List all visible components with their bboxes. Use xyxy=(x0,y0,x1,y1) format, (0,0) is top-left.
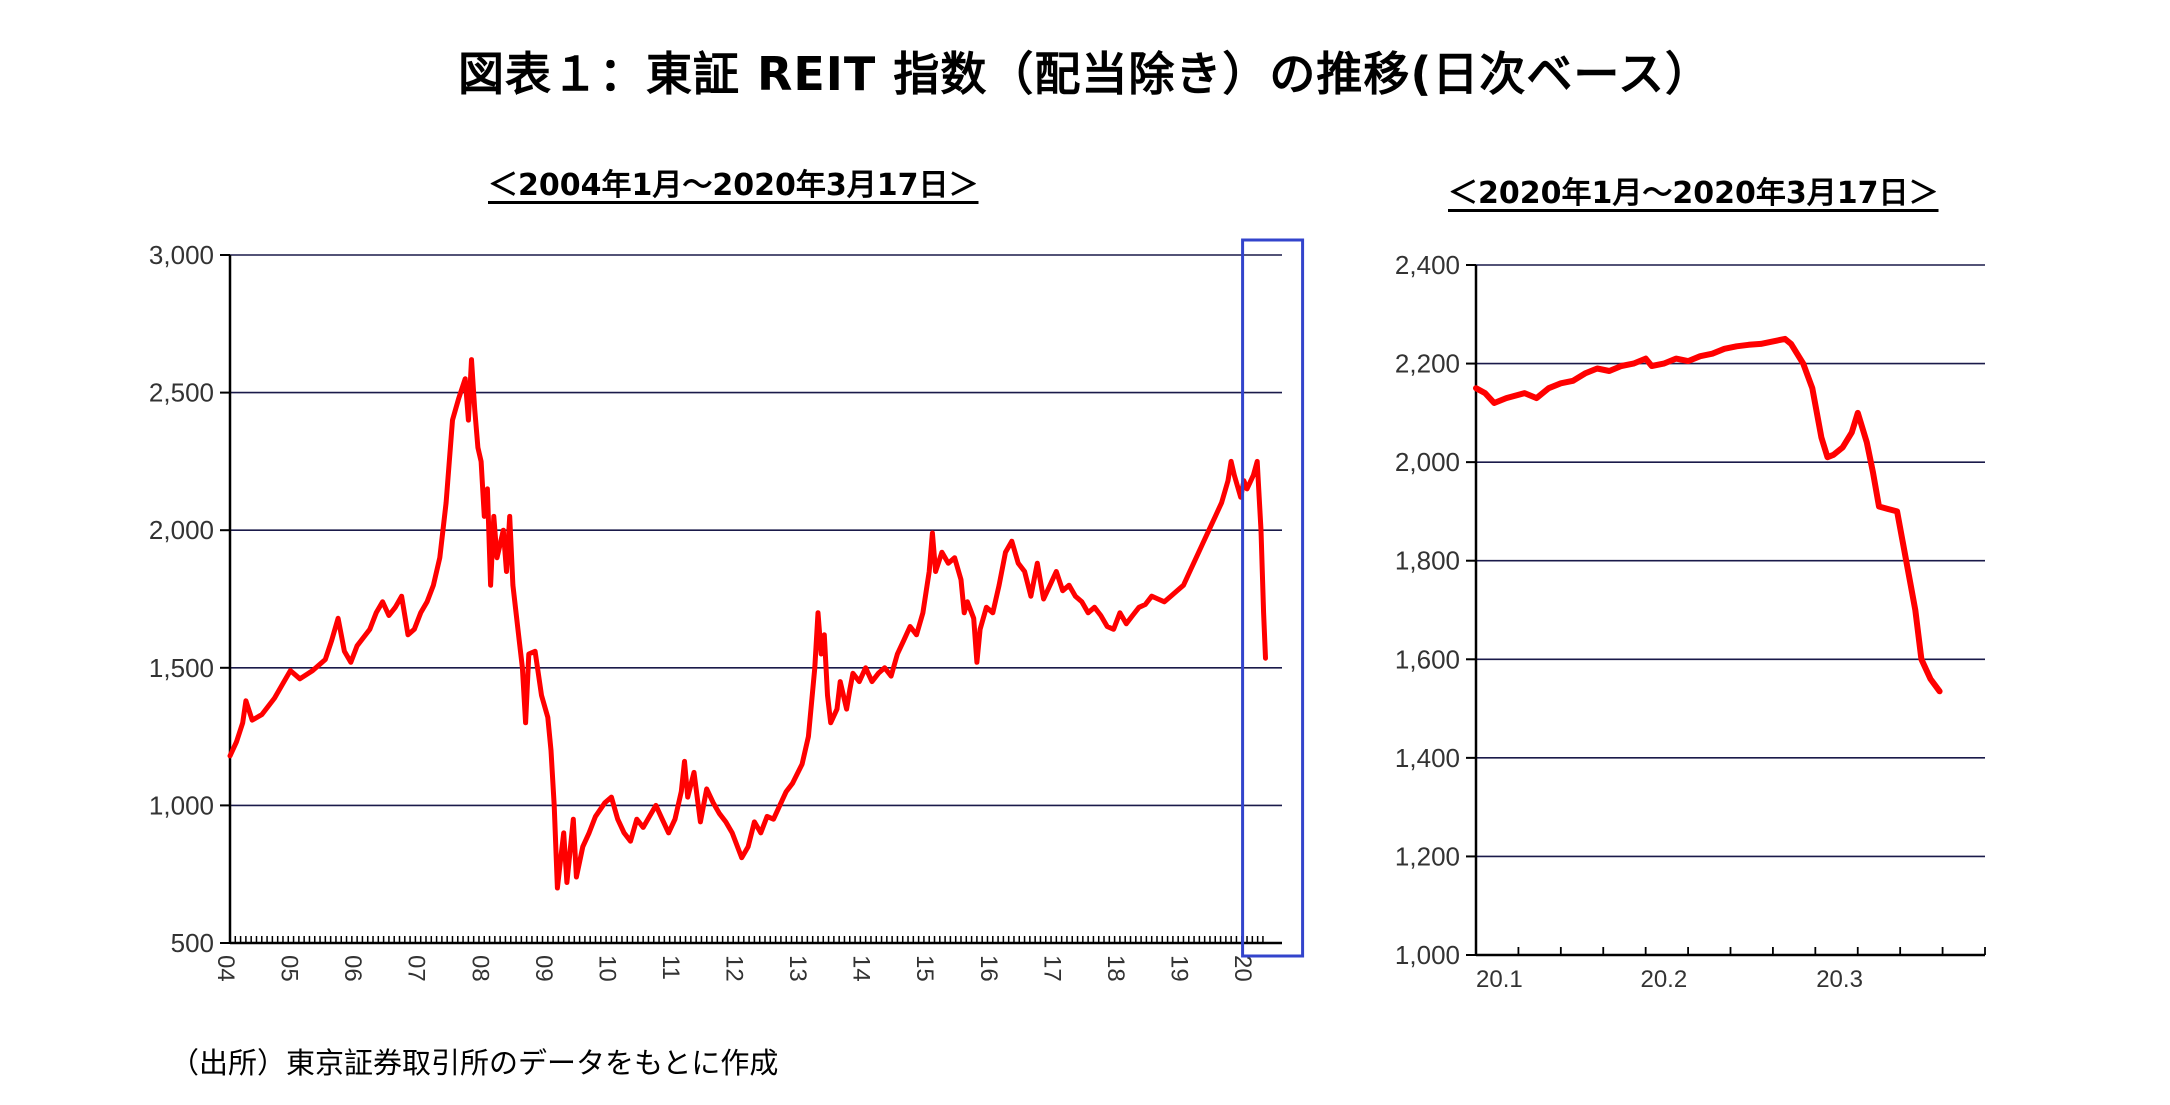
y-tick-label: 2,500 xyxy=(149,378,214,408)
y-tick-label: 1,600 xyxy=(1395,644,1460,674)
y-tick-label: 1,000 xyxy=(1395,940,1460,970)
right-chart: 2,400 2,200 2,000 1,800 1,600 1,400 1,200 1,000… xyxy=(1395,250,1986,993)
y-tick-label: 1,400 xyxy=(1395,743,1460,773)
reit-index-line-2020 xyxy=(1473,335,1943,695)
x-tick-label: 06 xyxy=(339,955,366,982)
y-tick-label: 2,000 xyxy=(1395,447,1460,477)
x-tick-label: 12 xyxy=(721,955,748,982)
y-tick-label: 1,800 xyxy=(1395,546,1460,576)
y-tick-label: 2,400 xyxy=(1395,250,1460,280)
y-tick-label: 3,000 xyxy=(149,240,214,270)
x-tick-label: 08 xyxy=(466,955,493,982)
chart-main-title: 図表１：東証 REIT 指数（配当除き）の推移(日次ベース） xyxy=(457,47,1713,101)
y-tick-label: 1,200 xyxy=(1395,841,1460,871)
reit-index-line-2004-2020 xyxy=(227,357,1268,891)
x-tick-label: 15 xyxy=(911,955,938,982)
y-tick-label: 500 xyxy=(171,928,214,958)
x-tick-label: 14 xyxy=(848,955,875,982)
x-tick-label: 04 xyxy=(212,955,239,982)
y-tick-label: 2,000 xyxy=(149,515,214,545)
x-tick-label: 09 xyxy=(530,955,557,982)
x-tick-label: 19 xyxy=(1165,955,1192,982)
x-tick-label: 07 xyxy=(403,955,430,982)
left-chart-subtitle: ＜2004年1月～2020年3月17日＞ xyxy=(488,168,979,203)
y-tick-label: 2,200 xyxy=(1395,349,1460,379)
x-tick-label: 17 xyxy=(1038,955,1065,982)
x-tick-label: 18 xyxy=(1102,955,1129,982)
source-note: （出所）東京証券取引所のデータをもとに作成 xyxy=(170,1046,779,1080)
x-tick-label: 10 xyxy=(593,955,620,982)
x-tick-label: 11 xyxy=(657,955,684,980)
x-tick-label: 20.2 xyxy=(1640,966,1687,993)
x-tick-label: 20.3 xyxy=(1816,966,1863,993)
x-tick-label: 16 xyxy=(975,955,1002,982)
right-chart-subtitle: ＜2020年1月～2020年3月17日＞ xyxy=(1448,176,1939,211)
y-tick-label: 1,000 xyxy=(149,790,214,820)
x-tick-label: 05 xyxy=(276,955,303,982)
x-tick-label: 20 xyxy=(1229,955,1256,982)
x-tick-label: 13 xyxy=(784,955,811,982)
x-tick-label: 20.1 xyxy=(1476,966,1523,993)
highlight-box-2020 xyxy=(1241,238,1305,958)
y-tick-label: 1,500 xyxy=(149,653,214,683)
